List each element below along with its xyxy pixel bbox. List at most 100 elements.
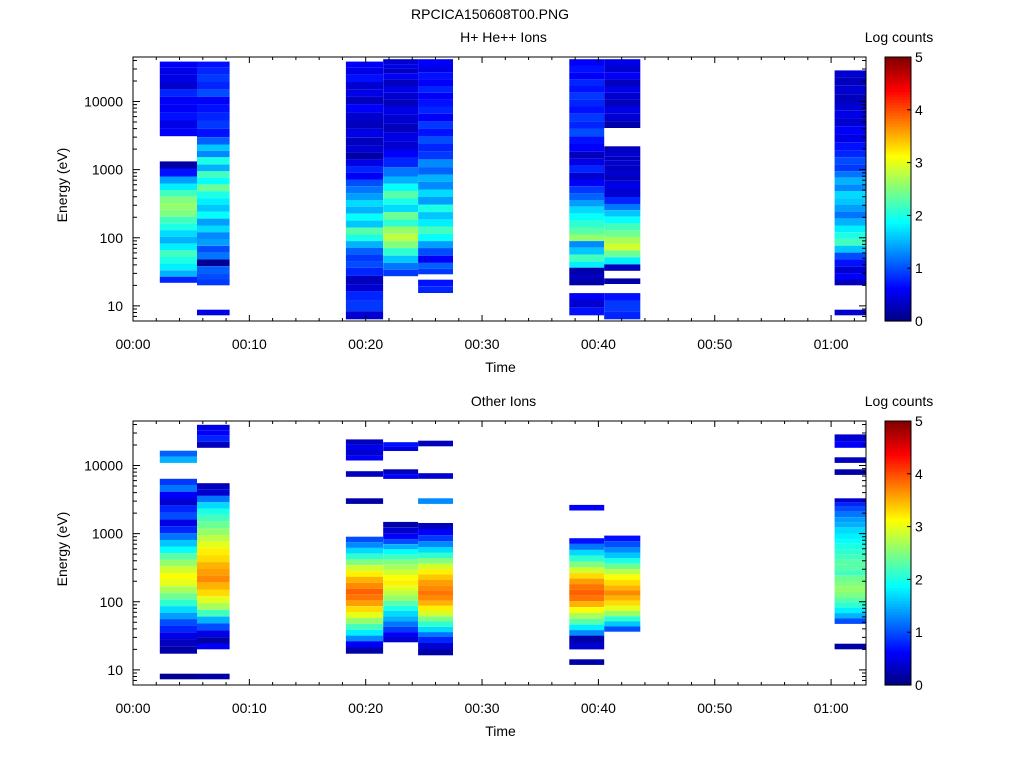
heatmap-cell [604, 600, 641, 606]
heatmap-cell [345, 450, 384, 456]
heatmap-cell [159, 161, 197, 169]
heatmap-cell [159, 673, 197, 680]
heatmap-cell [834, 506, 866, 512]
y-tick-label: 100 [100, 594, 124, 610]
heatmap-cell [834, 245, 866, 253]
panel-title: H+ He++ Ions [460, 29, 547, 45]
colorbar-swatch [885, 460, 911, 464]
colorbar-swatch [885, 455, 911, 459]
heatmap-cell [345, 152, 384, 160]
heatmap-cell [197, 89, 230, 97]
colorbar-swatch [885, 574, 911, 578]
heatmap-cell [834, 164, 866, 172]
colorbar-swatch [885, 629, 911, 633]
heatmap-cell [418, 643, 453, 650]
colorbar-swatch [885, 125, 911, 129]
colorbar-swatch [885, 682, 911, 686]
colorbar-swatch [885, 181, 911, 185]
heatmap-cell [383, 183, 419, 191]
colorbar-swatch [885, 634, 911, 639]
heatmap-cell [345, 275, 384, 285]
heatmap-cell [834, 564, 866, 571]
colorbar-swatch [885, 112, 911, 116]
heatmap-cell [604, 146, 641, 152]
colorbar-swatch [885, 281, 911, 285]
heatmap-cell [569, 200, 605, 207]
heatmap-cell [604, 552, 641, 558]
heatmap-cell [834, 559, 866, 565]
colorbar-label: Log counts [865, 393, 934, 409]
heatmap-cell [418, 632, 453, 637]
heatmap-cell [383, 632, 419, 637]
heatmap-cell [197, 259, 230, 267]
x-tick-label: 00:10 [232, 336, 267, 352]
heatmap-cell [569, 99, 605, 107]
heatmap-cell [159, 625, 197, 633]
heatmap-cell [345, 612, 384, 618]
colorbar-swatch [885, 671, 911, 676]
heatmap-cell [834, 549, 866, 555]
heatmap-cell [834, 502, 866, 507]
heatmap-cell [345, 241, 384, 248]
colorbar-swatch [885, 576, 911, 580]
colorbar-frame [884, 420, 912, 686]
colorbar-swatch [885, 165, 911, 169]
heatmap-cell [383, 149, 419, 158]
heatmap-cell [383, 141, 419, 150]
heatmap-cell [345, 61, 384, 68]
heatmap-cell [345, 471, 384, 477]
heatmap-cell [159, 190, 197, 197]
heatmap-cell [604, 106, 641, 114]
colorbar-swatch [885, 157, 911, 161]
colorbar-swatch [885, 107, 911, 111]
colorbar-swatch [885, 452, 911, 456]
colorbar-swatch [885, 444, 911, 448]
colorbar-swatch [885, 260, 911, 264]
heatmap-cell [197, 239, 230, 246]
heatmap-cell [159, 263, 197, 271]
heatmap-cell [159, 89, 197, 97]
heatmap-cell [345, 234, 384, 242]
heatmap-cell [197, 502, 230, 509]
x-tick-label: 00:00 [115, 700, 150, 716]
heatmap-cell [418, 268, 453, 275]
heatmap-cell [197, 198, 230, 205]
heatmap-cell [383, 86, 419, 93]
heatmap-cell [834, 554, 866, 560]
colorbar-swatch [885, 305, 911, 309]
heatmap-cell [569, 567, 605, 574]
heatmap-cell [159, 168, 197, 177]
heatmap-cell [569, 642, 605, 650]
heatmap-cell [569, 193, 605, 200]
heatmap-cell [604, 170, 641, 176]
heatmap-cell [345, 559, 384, 566]
heatmap-cell [604, 160, 641, 166]
heatmap-cell [159, 270, 197, 277]
colorbar-swatch [885, 291, 911, 296]
heatmap-cell [159, 176, 197, 184]
colorbar-swatch [885, 523, 911, 528]
heatmap-cell [834, 252, 866, 260]
colorbar-tick-label: 3 [915, 519, 923, 535]
colorbar-swatch [885, 212, 911, 216]
colorbar-swatch [885, 611, 911, 615]
heatmap-cell [383, 474, 419, 479]
heatmap-cell [383, 575, 419, 581]
heatmap-cell [569, 549, 605, 556]
heatmap-cell [197, 232, 230, 239]
colorbar-swatch [885, 152, 911, 156]
heatmap-cell [418, 151, 453, 160]
colorbar-swatch [885, 487, 911, 491]
colorbar-swatch [885, 57, 911, 61]
colorbar-swatch [885, 534, 911, 538]
heatmap-cell [197, 596, 230, 603]
heatmap-cell [159, 230, 197, 237]
colorbar-swatch [885, 64, 911, 69]
heatmap-cell [345, 166, 384, 173]
heatmap-cell [345, 213, 384, 221]
heatmap-cell [383, 600, 419, 606]
colorbar-swatch [885, 595, 911, 599]
colorbar-swatch [885, 109, 911, 114]
colorbar-swatch [885, 101, 911, 106]
colorbar-swatch [885, 502, 911, 507]
